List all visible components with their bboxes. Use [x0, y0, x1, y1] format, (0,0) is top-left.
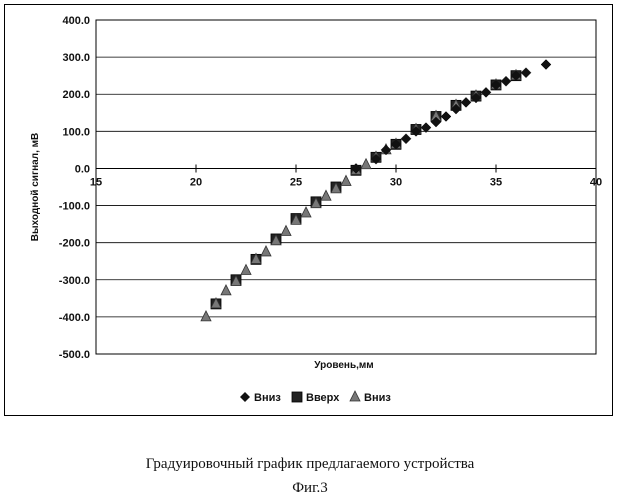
- data-point-diamond: [450, 103, 462, 115]
- data-point-diamond: [470, 92, 482, 104]
- data-point-triangle: [230, 274, 242, 287]
- data-point-triangle: [240, 263, 252, 275]
- chart-frame: 400.0 300.0 200.0 100.0 0.0 -100.0 -200.0 -300.…: [4, 4, 613, 416]
- data-marks: [200, 59, 552, 322]
- y-axis-title: Выходной сигнал, мВ: [30, 133, 41, 241]
- legend-label: Вниз: [364, 392, 391, 404]
- data-point-triangle: [330, 181, 342, 194]
- x-axis-title: Уровень,мм: [314, 360, 373, 371]
- y-tick-label: -400.0: [59, 312, 90, 324]
- data-point-diamond: [390, 138, 402, 150]
- plot-border: [95, 19, 597, 355]
- y-tick-labels: 400.0 300.0 200.0 100.0 0.0 -100.0 -200.0 -300.…: [59, 15, 90, 361]
- legend: Вниз Вверх Вниз: [240, 390, 391, 404]
- data-point-diamond: [420, 122, 432, 133]
- data-point-diamond: [540, 59, 552, 70]
- data-point-triangle: [360, 157, 372, 170]
- y-tick-label: 400.0: [62, 15, 90, 27]
- calibration-chart: 400.0 300.0 200.0 100.0 0.0 -100.0 -200.0 -300.…: [30, 15, 602, 404]
- data-point-triangle: [260, 245, 272, 257]
- data-point-triangle: [340, 174, 352, 186]
- x-tick-label: 15: [90, 176, 102, 188]
- y-tick-label: -500.0: [59, 349, 90, 361]
- y-tick-label: 300.0: [62, 52, 90, 64]
- y-tick-label: 0.0: [75, 163, 90, 175]
- data-point-diamond: [510, 70, 522, 82]
- x-tick-label: 25: [290, 176, 302, 188]
- x-tick-label: 35: [490, 176, 502, 188]
- figure-caption: Градуировочный график предлагаемого устр…: [145, 456, 475, 472]
- data-point-diamond: [380, 144, 392, 156]
- x-tick-label: 40: [590, 176, 602, 188]
- data-point-diamond: [500, 75, 512, 87]
- data-point-triangle: [300, 206, 312, 218]
- data-point-diamond: [370, 153, 382, 165]
- data-point-triangle: [210, 297, 222, 309]
- data-point-diamond: [520, 67, 532, 79]
- legend-marker-triangle: [349, 390, 361, 402]
- plot-area: [95, 19, 597, 355]
- x-tick-label: 20: [190, 176, 202, 188]
- data-point-triangle: [320, 189, 332, 201]
- data-point-diamond: [440, 111, 452, 122]
- y-tick-label: 200.0: [62, 89, 90, 101]
- x-tick-label: 30: [390, 176, 402, 188]
- x-tick-labels: 15 20 25 30 35 40: [90, 176, 602, 188]
- figure-label: Фиг.3: [292, 480, 328, 496]
- axes: [95, 164, 597, 173]
- y-tick-label: -200.0: [59, 238, 90, 250]
- data-point-diamond: [410, 125, 422, 137]
- y-tick-label: 100.0: [62, 126, 90, 138]
- data-point-triangle: [290, 213, 302, 225]
- data-point-triangle: [310, 196, 322, 209]
- data-point-diamond: [480, 87, 492, 98]
- data-point-diamond: [490, 79, 502, 91]
- legend-marker-diamond: [240, 392, 250, 402]
- data-point-triangle: [250, 252, 262, 264]
- data-point-triangle: [220, 284, 232, 296]
- data-point-triangle: [270, 233, 282, 246]
- legend-label: Вверх: [306, 392, 340, 404]
- data-point-triangle: [280, 224, 292, 236]
- data-point-diamond: [400, 133, 412, 145]
- data-point-diamond: [350, 163, 362, 174]
- legend-label: Вниз: [254, 392, 281, 404]
- data-point-diamond: [430, 116, 442, 128]
- y-tick-label: -100.0: [59, 201, 90, 213]
- data-point-diamond: [460, 97, 472, 108]
- legend-marker-square: [291, 391, 303, 403]
- data-point-triangle: [200, 309, 212, 322]
- y-tick-label: -300.0: [59, 275, 90, 287]
